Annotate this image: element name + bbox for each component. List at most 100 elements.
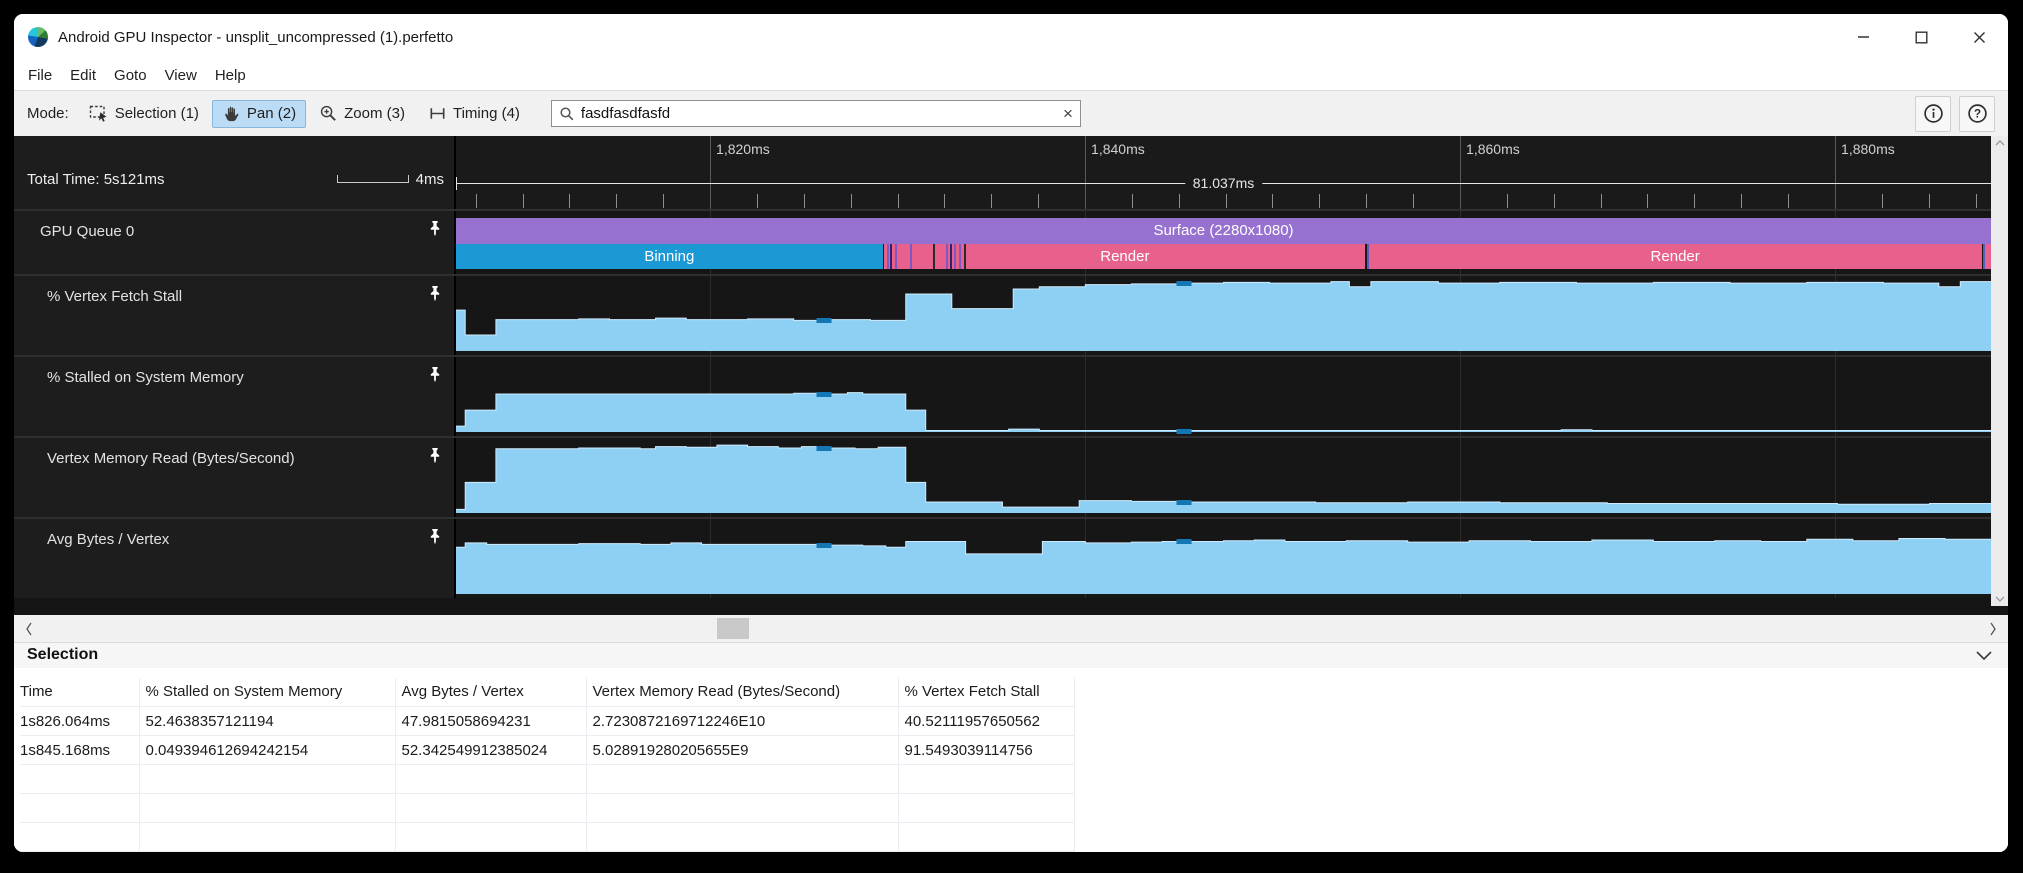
table-cell	[586, 764, 899, 794]
scroll-down-icon[interactable]	[1995, 596, 2005, 602]
chevron-right-icon	[1990, 622, 1996, 635]
track-label[interactable]: % Vertex Fetch Stall	[14, 276, 456, 355]
table-cell	[395, 793, 587, 823]
slice-render[interactable]: Render	[884, 244, 1366, 269]
toolbar-button-timing[interactable]: Timing (4)	[418, 100, 530, 127]
track-gridline	[710, 276, 712, 355]
slice-stripe	[954, 244, 957, 269]
counter-chart[interactable]	[456, 440, 1991, 513]
selected-point-marker[interactable]	[816, 392, 832, 398]
counter-chart[interactable]	[456, 521, 1991, 594]
pin-icon[interactable]	[428, 285, 442, 306]
timing-icon	[428, 104, 447, 123]
ruler-gridline	[1835, 136, 1837, 209]
scale-bracket	[336, 175, 409, 183]
chevron-left-icon	[26, 622, 32, 635]
menu-item-view[interactable]: View	[164, 66, 197, 84]
ruler-minor-tick	[1178, 194, 1180, 208]
table-row-0[interactable]: 1s826.064ms 52.4638357121194 47.9815058694…	[20, 706, 1075, 736]
ruler-minor-tick	[1319, 194, 1321, 208]
selection-header[interactable]: Selection	[14, 643, 2008, 668]
ruler-minor-tick	[897, 194, 899, 208]
track-plot[interactable]	[456, 357, 1991, 436]
track-row: Vertex Memory Read (Bytes/Second)	[14, 436, 1991, 517]
pin-icon[interactable]	[428, 366, 442, 387]
track-label[interactable]: % Stalled on System Memory	[14, 357, 456, 436]
table-cell	[586, 793, 899, 823]
menu-item-goto[interactable]: Goto	[114, 66, 147, 84]
track-label[interactable]: Vertex Memory Read (Bytes/Second)	[14, 438, 456, 517]
horizontal-scrollbar[interactable]	[14, 615, 2008, 643]
selected-point-marker[interactable]	[816, 543, 832, 549]
track-gridline	[1085, 438, 1087, 517]
ruler-minor-tick	[1694, 194, 1696, 208]
timeline-vertical-scrollbar[interactable]	[1991, 136, 2008, 606]
selected-point-marker[interactable]	[1176, 539, 1192, 545]
table-row-1[interactable]: 1s845.168ms 0.049394612694242154 52.342549…	[20, 735, 1075, 765]
slice-stripe	[895, 244, 897, 269]
track-plot[interactable]: Surface (2280x1080) Binning Render Render	[456, 211, 1991, 274]
toolbar-button-pan[interactable]: Pan (2)	[211, 99, 307, 128]
maximize-button[interactable]	[1892, 14, 1950, 60]
selected-point-marker[interactable]	[816, 446, 832, 452]
slice-render[interactable]: Render	[1368, 244, 1982, 269]
ruler-plot[interactable]: 1,820ms 1,840ms 1,860ms 1,880ms 81.037ms	[456, 136, 1991, 209]
menu-item-help[interactable]: Help	[214, 66, 246, 84]
selected-point-marker[interactable]	[1176, 281, 1192, 287]
toolbar-button-selection[interactable]: Selection (1)	[79, 100, 209, 127]
table-cell: 40.52111957650562	[898, 706, 1075, 736]
ruler-minor-tick	[569, 194, 571, 208]
collapse-chevron-icon[interactable]	[1976, 651, 1992, 660]
pin-icon[interactable]	[428, 220, 442, 241]
selected-point-marker[interactable]	[816, 317, 832, 323]
track-plot[interactable]	[456, 438, 1991, 517]
surface-slice[interactable]: Surface (2280x1080)	[456, 218, 1991, 244]
scroll-left-button[interactable]	[16, 615, 42, 642]
menu-item-edit[interactable]: Edit	[70, 66, 97, 84]
track-label[interactable]: Avg Bytes / Vertex	[14, 519, 456, 598]
app-window: Android GPU Inspector - unsplit_uncompre…	[14, 14, 2008, 852]
table-cell	[20, 793, 140, 823]
clear-search-icon[interactable]: ×	[1062, 104, 1073, 123]
table-row-empty-0[interactable]	[20, 764, 1075, 794]
info-button[interactable]	[1915, 95, 1951, 132]
table-cell	[898, 822, 1075, 852]
selection-panel: Selection Time% Stalled on System Memory…	[14, 643, 2008, 852]
counter-chart[interactable]	[456, 278, 1991, 351]
scroll-up-icon[interactable]	[1995, 140, 2005, 146]
close-button[interactable]	[1950, 14, 2008, 60]
window-controls	[1834, 14, 2008, 60]
track-plot[interactable]	[456, 276, 1991, 355]
toolbar-button-zoom[interactable]: Zoom (3)	[309, 100, 415, 127]
slice-stripe	[910, 244, 913, 269]
minimize-button[interactable]	[1834, 14, 1892, 60]
pin-icon[interactable]	[428, 528, 442, 549]
ruler-tick-label: 1,860ms	[1466, 141, 1520, 157]
slice-binning[interactable]: Binning	[456, 244, 883, 269]
search-input[interactable]	[580, 105, 1057, 122]
help-button[interactable]: ?	[1959, 95, 1995, 132]
scroll-right-button[interactable]	[1980, 615, 2006, 642]
track-label[interactable]: GPU Queue 0	[14, 211, 456, 274]
slice-fragment[interactable]	[1984, 244, 1991, 269]
track-plot[interactable]	[456, 519, 1991, 598]
scrollbar-thumb[interactable]	[717, 618, 749, 639]
slice-stripe	[1366, 244, 1369, 269]
title-bar: Android GPU Inspector - unsplit_uncompre…	[14, 14, 2008, 60]
table-row-empty-2[interactable]	[20, 822, 1075, 852]
ruler-tick-label: 1,880ms	[1841, 141, 1895, 157]
pin-icon[interactable]	[428, 447, 442, 468]
search-icon	[560, 106, 574, 120]
track-row: % Stalled on System Memory	[14, 355, 1991, 436]
counter-chart[interactable]	[456, 359, 1991, 434]
ruler-minor-tick	[1225, 194, 1227, 208]
selected-point-marker[interactable]	[1176, 500, 1192, 506]
toolbar-button-label: Zoom (3)	[344, 105, 405, 122]
window-title: Android GPU Inspector - unsplit_uncompre…	[58, 28, 454, 46]
ruler-minor-tick	[475, 194, 477, 208]
total-time-label: Total Time: 5s121ms	[27, 170, 165, 188]
table-row-empty-1[interactable]	[20, 793, 1075, 823]
table-cell	[898, 793, 1075, 823]
selected-point-marker[interactable]	[1176, 428, 1192, 434]
menu-item-file[interactable]: File	[28, 66, 53, 84]
